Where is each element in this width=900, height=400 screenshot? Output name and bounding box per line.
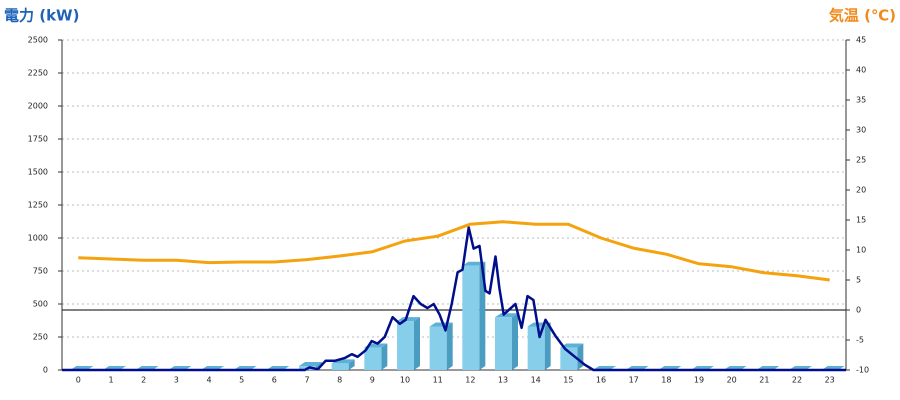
chart-title: 電力 (kW) xyxy=(4,7,79,25)
x-tick-label: 22 xyxy=(792,376,802,385)
bar-side xyxy=(512,313,518,370)
y2-tick-label: 5 xyxy=(856,276,861,285)
y2-tick-label: 45 xyxy=(856,36,866,45)
y-tick-label: 2000 xyxy=(28,102,48,111)
x-tick-label: 9 xyxy=(370,376,375,385)
bar-side xyxy=(381,343,388,370)
x-tick-label: 18 xyxy=(661,376,671,385)
x-tick-label: 2 xyxy=(141,376,146,385)
y2-tick-label: 35 xyxy=(856,96,866,105)
y2-tick-label: 25 xyxy=(856,156,866,165)
y2-tick-label: 30 xyxy=(856,126,866,135)
bar xyxy=(397,321,414,370)
bar-top xyxy=(560,343,584,348)
y2-tick-label: 20 xyxy=(856,186,866,195)
y-tick-label: 750 xyxy=(33,267,48,276)
y-tick-label: 500 xyxy=(33,300,48,309)
bar-side xyxy=(479,261,486,370)
y-tick-label: 250 xyxy=(33,333,48,342)
x-tick-label: 16 xyxy=(596,376,606,385)
bar xyxy=(429,326,447,370)
bar-side xyxy=(577,343,584,370)
bar-top xyxy=(299,362,322,367)
bar xyxy=(462,265,480,370)
x-tick-label: 15 xyxy=(563,376,573,385)
y2-tick-label: 10 xyxy=(856,246,866,255)
x-tick-label: 3 xyxy=(174,376,179,385)
bar-top xyxy=(495,313,518,318)
bar-top xyxy=(462,261,486,266)
x-tick-label: 8 xyxy=(337,376,342,385)
bar-top xyxy=(397,317,420,322)
x-tick-label: 17 xyxy=(629,376,639,385)
x-tick-label: 10 xyxy=(400,376,410,385)
x-tick-label: 1 xyxy=(108,376,113,385)
bar-side xyxy=(544,322,551,370)
x-tick-label: 23 xyxy=(825,376,835,385)
x-tick-label: 19 xyxy=(694,376,704,385)
x-tick-label: 14 xyxy=(531,376,541,385)
x-tick-label: 5 xyxy=(239,376,244,385)
x-tick-label: 13 xyxy=(498,376,508,385)
y2-tick-label: 15 xyxy=(856,216,866,225)
x-tick-label: 21 xyxy=(759,376,769,385)
bar-side xyxy=(414,317,420,370)
power-line xyxy=(62,226,846,372)
y-tick-label: 2500 xyxy=(28,36,48,45)
y2-tick-label: -5 xyxy=(856,336,864,345)
y-tick-label: 0 xyxy=(43,366,48,375)
bar xyxy=(495,317,512,370)
x-tick-label: 7 xyxy=(304,376,309,385)
temperature-line xyxy=(78,220,830,282)
bar xyxy=(560,347,578,370)
y-tick-label: 1500 xyxy=(28,168,48,177)
x-tick-label: 6 xyxy=(272,376,277,385)
x-tick-label: 11 xyxy=(433,376,443,385)
y2-tick-label: 40 xyxy=(856,66,866,75)
y-tick-label: 1000 xyxy=(28,234,48,243)
y-tick-label: 1250 xyxy=(28,201,48,210)
bar-side xyxy=(446,322,453,370)
y2-title: 気温 (℃) xyxy=(829,7,896,25)
y-tick-label: 1750 xyxy=(28,135,48,144)
bar-side xyxy=(348,359,355,370)
bar xyxy=(364,347,382,370)
y2-tick-label: -10 xyxy=(856,366,869,375)
bar xyxy=(331,363,349,370)
x-tick-label: 0 xyxy=(76,376,81,385)
x-tick-label: 12 xyxy=(465,376,475,385)
y-tick-label: 2250 xyxy=(28,69,48,78)
x-tick-label: 4 xyxy=(206,376,211,385)
x-tick-label: 20 xyxy=(727,376,737,385)
y2-tick-label: 0 xyxy=(856,306,861,315)
